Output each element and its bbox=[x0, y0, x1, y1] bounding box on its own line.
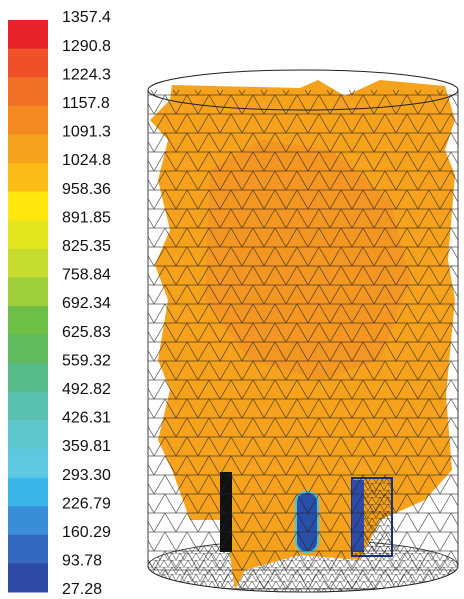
colorbar: 1357.4 1290.8 1224.3 1157.8 1091.3 1024.8 958.… bbox=[8, 9, 111, 598]
colorbar-band bbox=[8, 49, 48, 78]
colorbar-label: 426.31 bbox=[62, 410, 111, 427]
colorbar-band bbox=[8, 535, 48, 564]
colorbar-label: 1290.8 bbox=[62, 38, 111, 55]
colorbar-band bbox=[8, 449, 48, 478]
colorbar-band bbox=[8, 420, 48, 449]
cylinder-wall bbox=[148, 90, 458, 592]
colorbar-label: 1157.8 bbox=[62, 95, 110, 112]
colorbar-band bbox=[8, 20, 48, 49]
colorbar-label: 1024.8 bbox=[62, 152, 111, 169]
colorbar-band bbox=[8, 220, 48, 249]
colorbar-band bbox=[8, 335, 48, 364]
colorbar-label: 1091.3 bbox=[62, 124, 111, 141]
colorbar-band bbox=[8, 478, 48, 507]
visualization: 1357.4 1290.8 1224.3 1157.8 1091.3 1024.8 958.… bbox=[0, 0, 464, 599]
colorbar-label: 692.34 bbox=[62, 295, 111, 312]
page: 1357.4 1290.8 1224.3 1157.8 1091.3 1024.8 958.… bbox=[0, 0, 464, 599]
cylinder-model bbox=[148, 70, 458, 592]
colorbar-label: 27.28 bbox=[62, 581, 102, 598]
colorbar-label: 958.36 bbox=[62, 181, 111, 198]
colorbar-band bbox=[8, 306, 48, 335]
colorbar-band bbox=[8, 363, 48, 392]
colorbar-label: 758.84 bbox=[62, 267, 111, 284]
colorbar-label: 492.82 bbox=[62, 381, 111, 398]
colorbar-label: 1224.3 bbox=[62, 66, 111, 83]
colorbar-band bbox=[8, 77, 48, 106]
colorbar-band bbox=[8, 192, 48, 221]
colorbar-labels: 1357.4 1290.8 1224.3 1157.8 1091.3 1024.8 958.… bbox=[62, 9, 111, 598]
colorbar-label: 93.78 bbox=[62, 553, 102, 570]
colorbar-label: 625.83 bbox=[62, 324, 111, 341]
colorbar-band bbox=[8, 506, 48, 535]
colorbar-label: 359.81 bbox=[62, 438, 111, 455]
colorbar-band bbox=[8, 249, 48, 278]
colorbar-band bbox=[8, 277, 48, 306]
colorbar-band bbox=[8, 134, 48, 163]
colorbar-label: 825.35 bbox=[62, 238, 111, 255]
colorbar-band bbox=[8, 392, 48, 421]
colorbar-label: 891.85 bbox=[62, 209, 111, 226]
colorbar-bands bbox=[8, 20, 48, 593]
colorbar-band bbox=[8, 563, 48, 592]
colorbar-label: 1357.4 bbox=[62, 9, 111, 26]
colorbar-band bbox=[8, 106, 48, 135]
colorbar-label: 559.32 bbox=[62, 352, 111, 369]
colorbar-band bbox=[8, 163, 48, 192]
colorbar-label: 293.30 bbox=[62, 467, 111, 484]
colorbar-label: 226.79 bbox=[62, 495, 111, 512]
colorbar-label: 160.29 bbox=[62, 524, 111, 541]
